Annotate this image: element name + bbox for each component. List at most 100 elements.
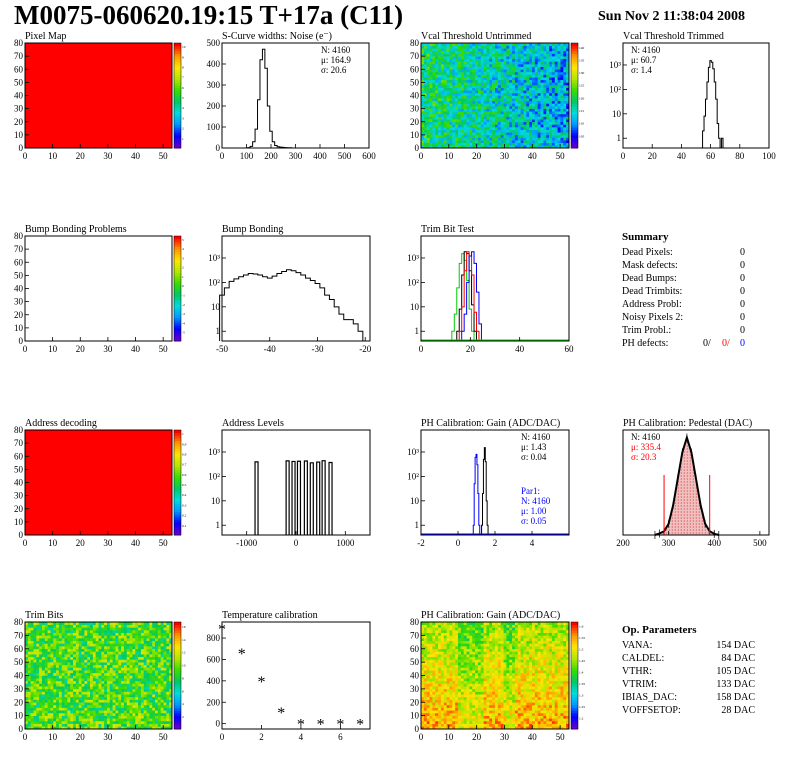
heatmap-cell: [469, 116, 473, 120]
heatmap-cell: [140, 654, 145, 658]
heatmap-cell: [50, 630, 54, 633]
heatmap-cell: [126, 672, 130, 676]
heatmap-cell: [512, 69, 516, 73]
heatmap-cell: [118, 710, 122, 714]
heatmap-cell: [480, 74, 484, 78]
heatmap-cell: [463, 124, 467, 128]
heatmap-cell: [426, 98, 430, 102]
heatmap-cell: [449, 74, 453, 78]
stats-line: σ: 0.04: [521, 452, 547, 462]
heatmap-cell: [512, 58, 516, 62]
heatmap-cell: [537, 53, 541, 57]
heatmap-cell: [460, 137, 464, 141]
colorbar-cell: [571, 50, 578, 54]
colorbar-cell: [174, 140, 181, 144]
heatmap-cell: [566, 137, 570, 141]
heatmap-cell: [41, 654, 46, 658]
heatmap-cell: [56, 726, 60, 730]
heatmap-cell: [64, 667, 68, 671]
heatmap-cell: [480, 85, 484, 88]
heatmap-cell: [495, 121, 499, 125]
heatmap-cell: [81, 667, 85, 671]
colorbar-cell: [174, 514, 181, 518]
heatmap-cell: [449, 137, 453, 141]
heatmap-cell: [64, 638, 68, 642]
pedestal-dot: [701, 523, 703, 525]
heatmap-cell: [78, 694, 82, 698]
heatmap-cell: [112, 672, 116, 676]
heatmap-cell: [39, 635, 43, 639]
heatmap-cell: [138, 686, 142, 690]
address-level-peak: [254, 461, 259, 535]
heatmap-cell: [92, 654, 96, 658]
heatmap-cell: [41, 726, 46, 730]
heatmap-cell: [452, 95, 456, 99]
heatmap-cell: [421, 100, 425, 104]
heatmap-cell: [140, 659, 145, 663]
heatmap-cell: [543, 108, 547, 112]
heatmap-cell: [44, 632, 48, 636]
heatmap-cell: [495, 45, 499, 49]
heatmap-cell: [549, 98, 553, 102]
heatmap-cell: [92, 675, 96, 679]
heatmap-cell: [537, 79, 541, 83]
heatmap-cell: [557, 50, 561, 54]
heatmap-cell: [500, 64, 504, 67]
heatmap-cell: [517, 140, 521, 144]
heatmap-cell: [33, 648, 37, 652]
heatmap-cell: [95, 670, 99, 674]
heatmap-cell: [140, 688, 145, 692]
heatmap-cell: [64, 654, 68, 658]
heatmap-cell: [44, 643, 48, 647]
heatmap-cell: [56, 662, 60, 666]
pedestal-dot: [677, 511, 679, 513]
heatmap-cell: [118, 638, 122, 642]
heatmap-cell: [70, 710, 74, 714]
y-tick-label: 10: [14, 517, 24, 527]
heatmap-cell: [486, 106, 490, 109]
heatmap-cell: [551, 113, 556, 117]
heatmap-cell: [140, 710, 145, 714]
heatmap-cell: [475, 87, 479, 91]
heatmap-cell: [132, 627, 136, 631]
heatmap-cell: [53, 643, 57, 647]
heatmap-cell: [520, 100, 524, 104]
heatmap-cell: [480, 108, 484, 112]
heatmap-cell: [523, 111, 527, 115]
heatmap-cell: [426, 95, 430, 99]
heatmap-cell: [126, 627, 130, 631]
heatmap-cell: [115, 723, 119, 727]
heatmap-cell: [483, 121, 487, 125]
heatmap-cell: [56, 688, 60, 692]
heatmap-cell: [140, 651, 145, 655]
pedestal-dot: [692, 481, 694, 483]
colorbar-tick: 0.3: [182, 503, 187, 507]
heatmap-cell: [543, 79, 547, 83]
heatmap-cell: [509, 43, 513, 46]
heatmap-cell: [563, 43, 567, 46]
heatmap-cell: [560, 82, 564, 86]
heatmap-cell: [546, 64, 550, 67]
heatmap-cell: [443, 111, 447, 115]
heatmap-cell: [426, 43, 430, 46]
heatmap-cell: [440, 119, 445, 123]
heatmap-cell: [50, 686, 54, 690]
heatmap-cell: [523, 74, 527, 78]
heatmap-cell: [87, 715, 91, 719]
heatmap-cell: [47, 723, 51, 727]
heatmap-cell: [421, 145, 425, 149]
heatmap-cell: [121, 635, 125, 639]
heatmap-cell: [432, 82, 436, 86]
heatmap-cell: [67, 720, 71, 724]
heatmap-cell: [526, 92, 530, 96]
heatmap-cell: [115, 720, 119, 724]
heatmap-cell: [566, 69, 570, 73]
heatmap-cell: [477, 142, 482, 146]
heatmap-cell: [503, 116, 507, 120]
heatmap-cell: [101, 683, 105, 687]
heatmap-cell: [466, 87, 470, 91]
heatmap-cell: [532, 142, 536, 146]
heatmap-cell: [39, 648, 43, 652]
heatmap-cell: [53, 694, 57, 698]
heatmap-cell: [534, 113, 538, 117]
